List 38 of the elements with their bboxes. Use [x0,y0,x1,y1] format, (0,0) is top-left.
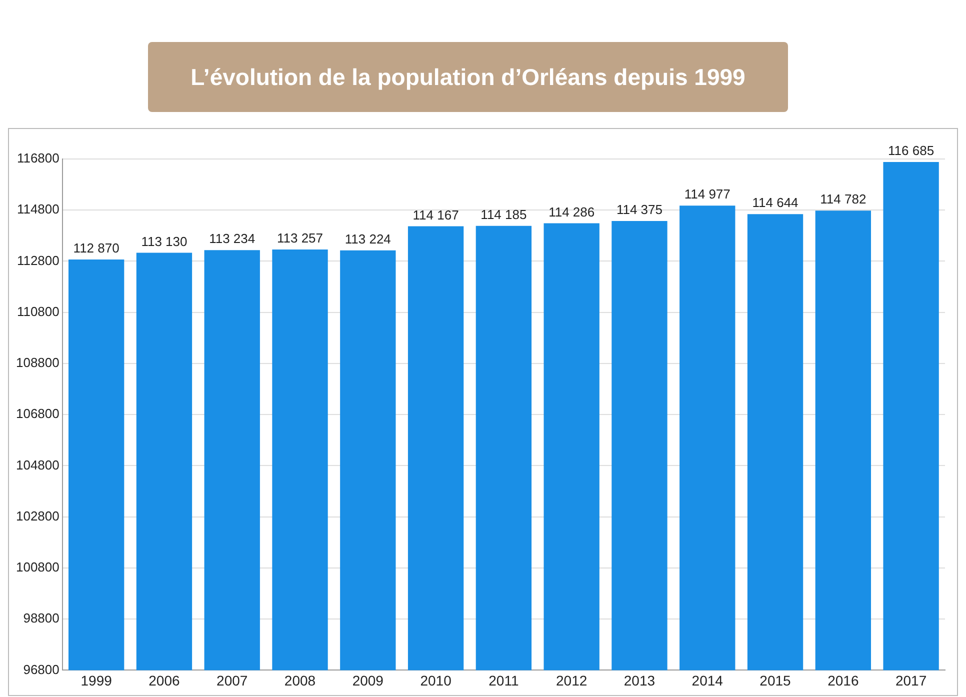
x-tick-label: 2008 [284,672,316,688]
y-tick-label: 98800 [23,610,60,626]
y-tick-label: 104800 [16,457,60,472]
x-tick-label: 2015 [760,672,792,688]
data-label: 114 185 [480,206,527,222]
chart-title: L’évolution de la population d’Orléans depuis 1999 [148,42,788,112]
x-tick-label: 2011 [488,672,519,688]
data-label: 114 167 [412,207,459,222]
data-label: 114 286 [548,204,595,220]
x-tick-label: 2014 [692,672,724,688]
data-label: 112 870 [73,240,120,256]
x-tick-label: 2016 [828,672,859,688]
y-tick-label: 96800 [23,662,60,677]
x-tick-label: 2007 [216,672,248,688]
y-tick-label: 112800 [16,252,60,268]
x-tick-label: 2013 [624,672,656,688]
x-tick-label: 2010 [420,672,452,688]
data-label: 116 685 [888,143,934,158]
data-label: 114 644 [752,195,798,210]
y-tick-label: 116800 [16,150,60,166]
y-tick-label: 108800 [16,355,60,370]
y-tick-label: 114800 [16,202,60,217]
x-tick-label: 2009 [352,672,384,688]
y-tick-label: 102800 [16,508,60,524]
data-label: 114 782 [820,192,866,207]
data-label: 113 130 [141,234,188,249]
x-tick-label: 2017 [895,672,927,688]
data-label: 113 257 [276,230,324,246]
y-tick-label: 100800 [16,560,60,575]
data-label: 113 234 [209,231,256,246]
data-label: 114 375 [616,202,662,218]
x-tick-label: 1999 [80,672,112,688]
y-tick-label: 110800 [16,304,60,319]
x-tick-label: 2006 [148,672,180,688]
x-tick-label: 2012 [556,672,588,688]
y-tick-label: 106800 [16,406,60,422]
data-label: 114 977 [684,186,730,202]
data-label: 113 224 [344,231,391,246]
